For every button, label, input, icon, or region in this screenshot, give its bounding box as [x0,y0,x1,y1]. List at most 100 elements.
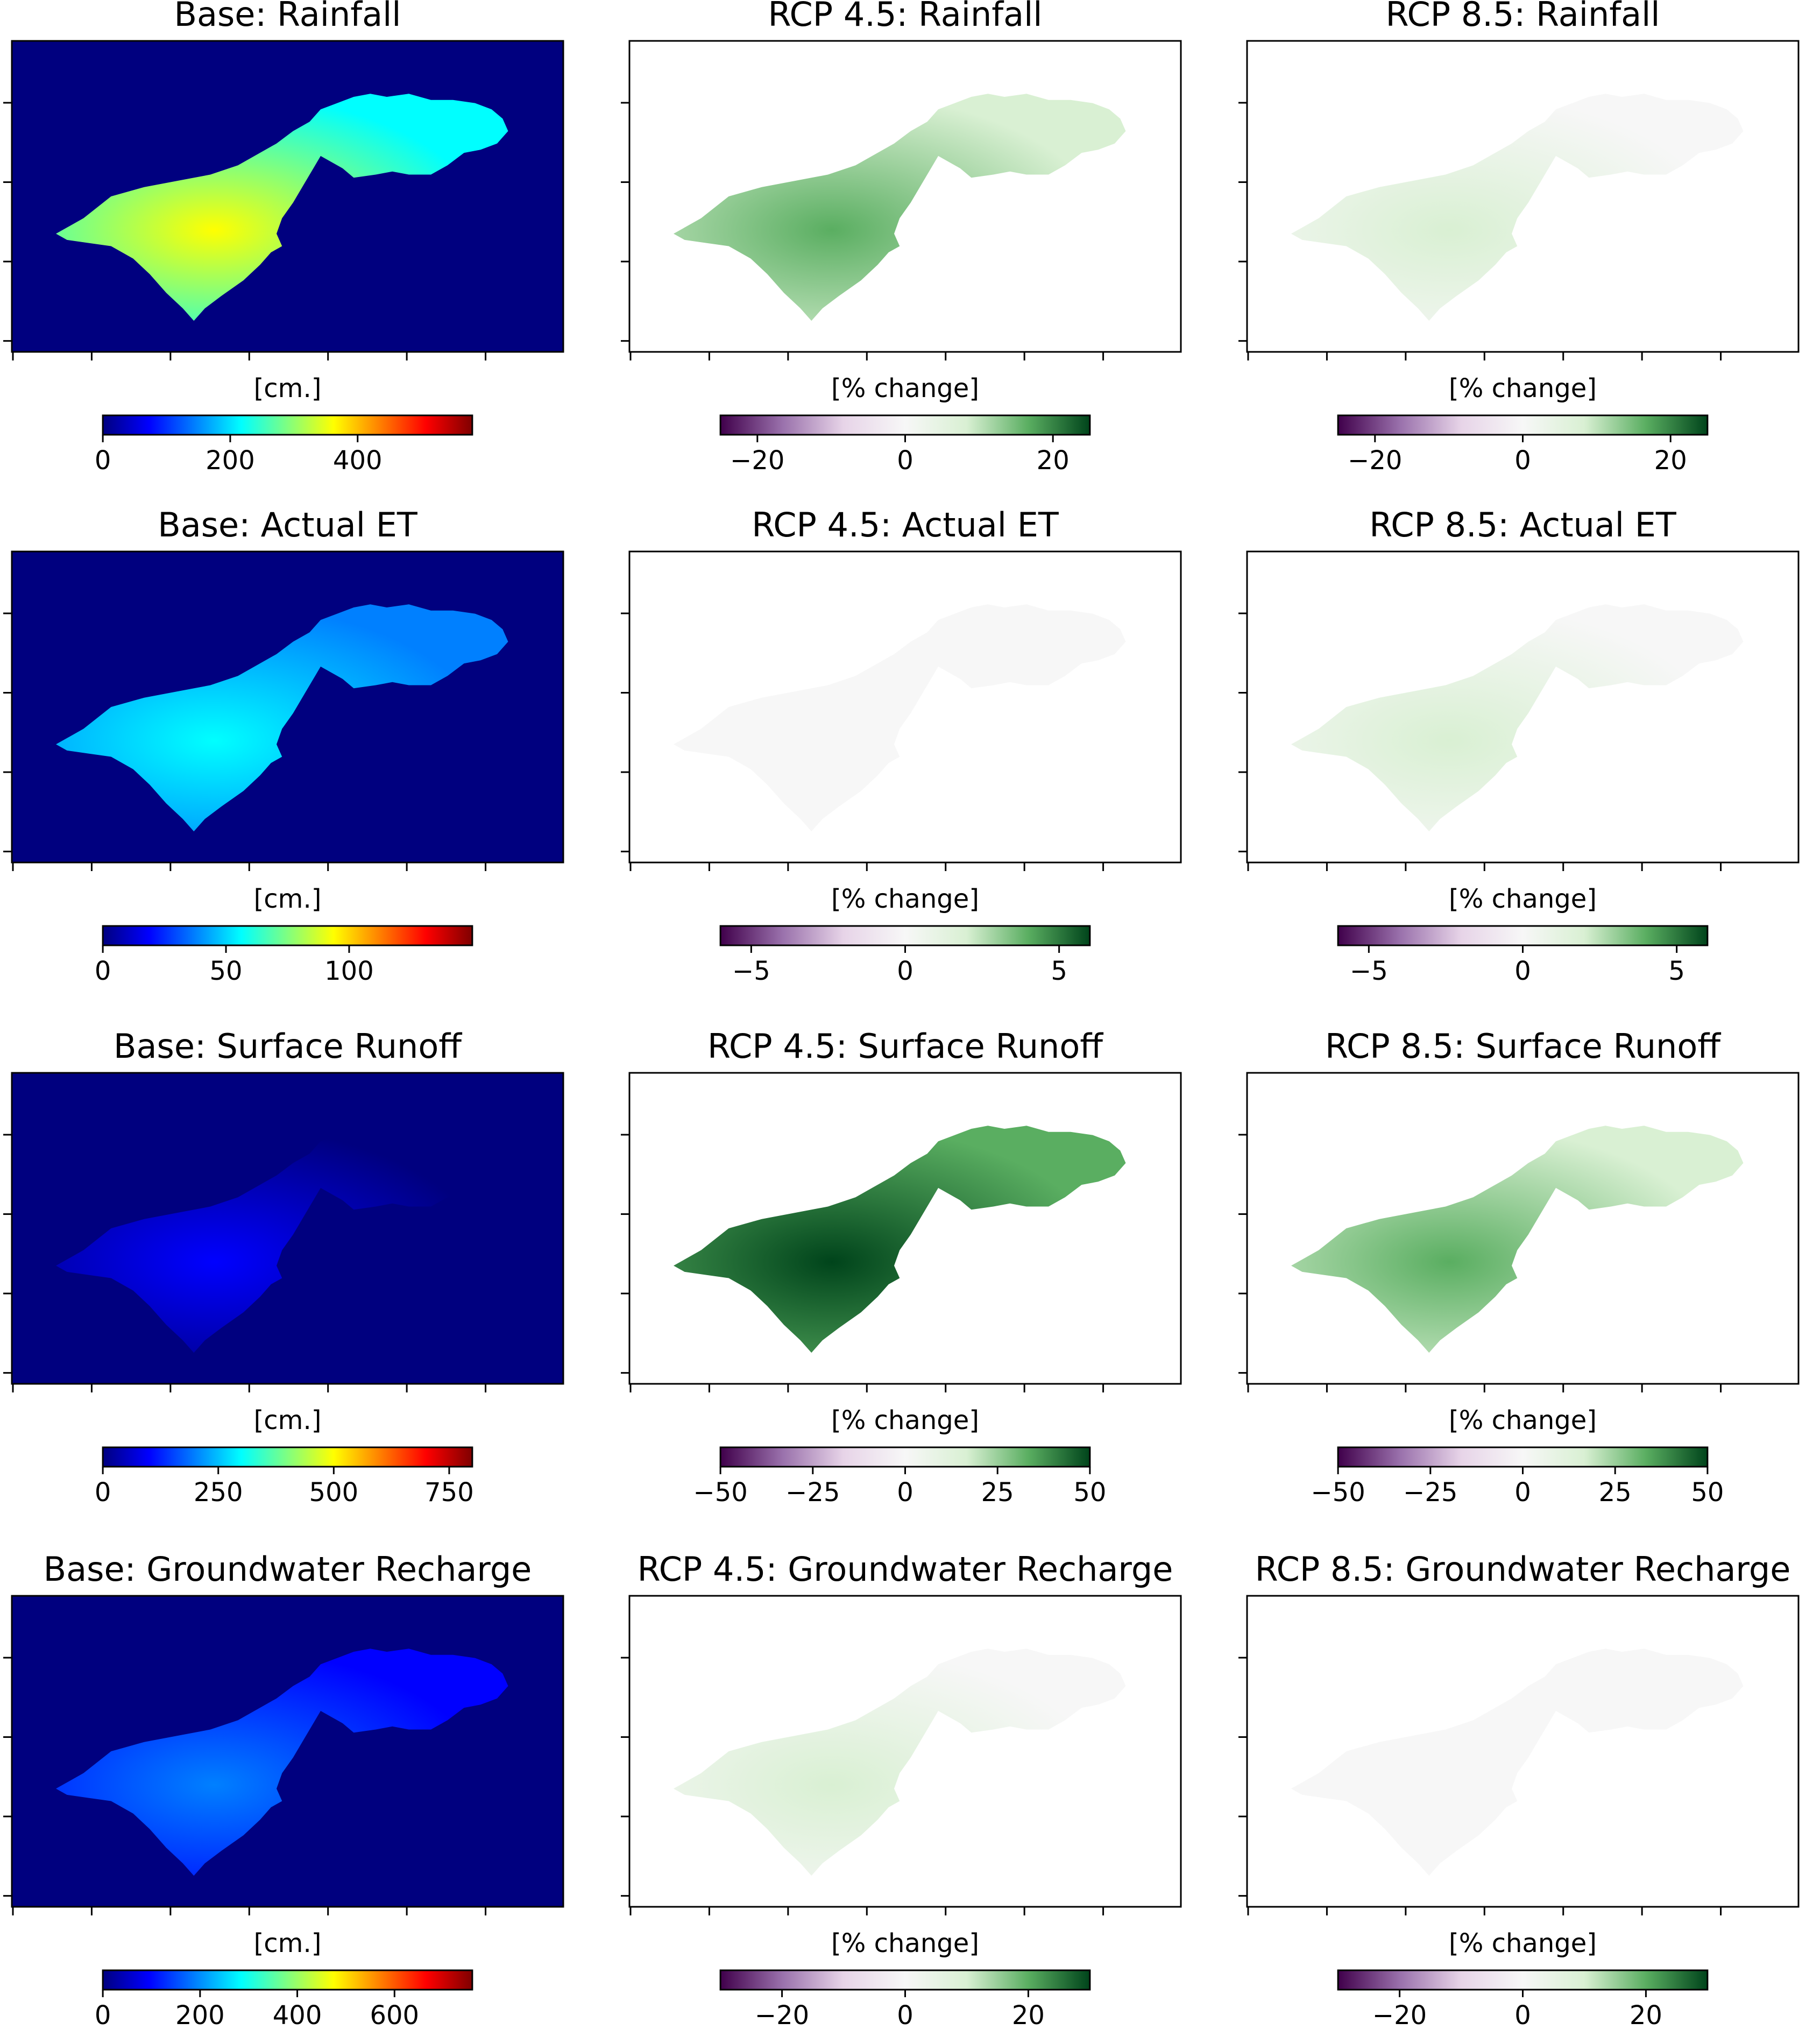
colorbar-tick-label: 20 [1654,445,1687,476]
colorbar [102,1969,473,1991]
region-map [56,94,508,321]
panel-title: RCP 8.5: Actual ET [1369,505,1677,544]
colorbar-tick-label: 0 [1514,1477,1531,1508]
panel-3: RCP 8.5: Rainfall [% change] −20 0 20 [1238,0,1800,476]
panel-11: RCP 4.5: Groundwater Recharge [% change] −… [621,1550,1182,2031]
panel-title: RCP 8.5: Surface Runoff [1325,1027,1721,1066]
panel-title: Base: Actual ET [158,505,418,544]
panel-title: RCP 4.5: Groundwater Recharge [638,1550,1173,1589]
colorbar-tick-label: −50 [1311,1477,1365,1508]
colorbar-tick-label: 5 [1051,956,1067,986]
colorbar [1337,925,1709,946]
region-map [674,94,1126,321]
colorbar-tick-label: 25 [1599,1477,1632,1508]
colorbar-label: [cm.] [254,884,322,914]
panel-2: RCP 4.5: Rainfall [% change] −20 0 20 [621,0,1182,476]
panel-title: RCP 8.5: Groundwater Recharge [1255,1550,1791,1589]
colorbar-tick-label: 0 [95,956,111,986]
colorbar [719,1969,1091,1991]
map-frame [11,550,564,864]
colorbar-tick-label: −50 [693,1477,747,1508]
colorbar-label: [% change] [831,1928,979,1958]
colorbar-label: [cm.] [254,1405,322,1435]
colorbar-tick-label: 25 [981,1477,1014,1508]
region-map [1291,1126,1744,1353]
colorbar-tick-label: 750 [424,1477,474,1508]
colorbar [102,1446,473,1468]
panel-10: Base: Groundwater Recharge [cm.] 0 200 400 60… [3,1550,564,2031]
map-frame [628,1595,1182,1908]
colorbar-tick-label: −5 [732,956,770,986]
region-map [1291,1649,1744,1876]
colorbar-tick-label: 0 [897,1477,913,1508]
colorbar [1337,1969,1709,1991]
region-map [1291,604,1744,832]
region-map [674,1649,1126,1876]
colorbar-tick-label: 20 [1012,2000,1045,2031]
colorbar-tick-label: 0 [95,2000,111,2031]
colorbar [719,925,1091,946]
colorbar-tick-label: −25 [1403,1477,1457,1508]
colorbar-label: [% change] [1449,884,1597,914]
colorbar-label: [% change] [831,373,979,404]
colorbar-tick-label: −25 [785,1477,840,1508]
colorbar-label: [% change] [831,884,979,914]
map-frame [11,40,564,353]
colorbar-tick-label: 400 [333,445,383,476]
colorbar-tick-label: 400 [273,2000,322,2031]
panel-title: RCP 4.5: Actual ET [752,505,1059,544]
colorbar-tick-label: 0 [897,956,913,986]
panel-title: Base: Rainfall [174,0,401,34]
panel-title: Base: Groundwater Recharge [44,1550,532,1589]
panel-8: RCP 4.5: Surface Runoff [% change] −50 −25 0… [621,1027,1182,1508]
colorbar-tick-label: 200 [206,445,255,476]
region-map [674,1126,1126,1353]
panel-12: RCP 8.5: Groundwater Recharge [% change] −… [1238,1550,1800,2031]
colorbar [102,925,473,946]
colorbar-label: [% change] [1449,373,1597,404]
colorbar-tick-label: 0 [95,445,111,476]
colorbar-label: [% change] [1449,1928,1597,1958]
colorbar [719,414,1091,436]
colorbar-tick-label: 0 [1514,2000,1531,2031]
panel-title: RCP 4.5: Rainfall [768,0,1042,34]
map-frame [628,550,1182,864]
colorbar [719,1446,1091,1468]
colorbar-tick-label: 100 [324,956,374,986]
colorbar-tick-label: −5 [1350,956,1388,986]
colorbar-label: [% change] [1449,1405,1597,1435]
colorbar-tick-label: 20 [1630,2000,1662,2031]
region-map [1291,94,1744,321]
map-frame [11,1072,564,1385]
panel-title: RCP 4.5: Surface Runoff [707,1027,1103,1066]
colorbar-tick-label: 0 [95,1477,111,1508]
colorbar-label: [cm.] [254,1928,322,1958]
panel-7: Base: Surface Runoff [cm.] 0 250 500 750 [3,1027,564,1508]
colorbar-label: [% change] [831,1405,979,1435]
panel-6: RCP 8.5: Actual ET [% change] −5 0 5 [1238,505,1800,986]
map-frame [628,1072,1182,1385]
colorbar-tick-label: 250 [194,1477,243,1508]
colorbar-tick-label: 50 [1073,1477,1106,1508]
panel-title: Base: Surface Runoff [114,1027,462,1066]
map-frame [628,40,1182,353]
colorbar-tick-label: −20 [755,2000,809,2031]
panel-5: RCP 4.5: Actual ET [% change] −5 0 5 [621,505,1182,986]
panel-title: RCP 8.5: Rainfall [1385,0,1660,34]
colorbar-tick-label: 0 [1514,445,1531,476]
panel-4: Base: Actual ET [cm.] 0 50 100 [3,505,564,986]
colorbar-tick-label: −20 [1372,2000,1427,2031]
colorbar-tick-label: 50 [1691,1477,1724,1508]
colorbar-tick-label: 600 [370,2000,419,2031]
colorbar-tick-label: −20 [730,445,784,476]
region-map [56,1649,508,1876]
colorbar-tick-label: 500 [309,1477,359,1508]
colorbar-tick-label: 0 [897,445,913,476]
map-frame [1246,40,1800,353]
colorbar-tick-label: 0 [1514,956,1531,986]
colorbar-label: [cm.] [254,373,322,404]
region-map [674,604,1126,832]
panel-1: Base: Rainfall [cm.] 0 200 400 [3,0,564,476]
map-frame [1246,1595,1800,1908]
